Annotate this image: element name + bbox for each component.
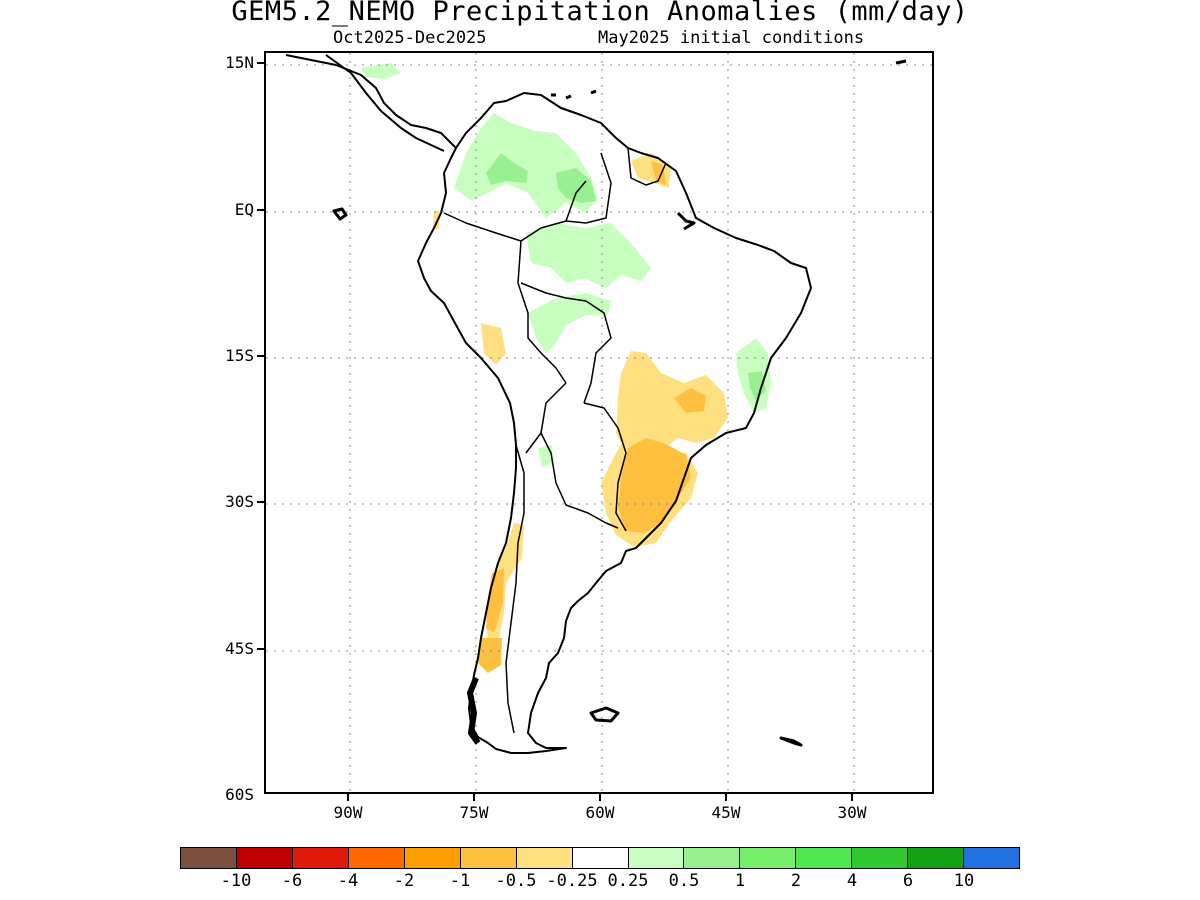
colorbar-label: 0.25 <box>607 871 649 891</box>
lon-label-30w: 30W <box>837 803 867 822</box>
map-frame <box>264 51 934 794</box>
colorbar-label: -0.5 <box>495 871 537 891</box>
bolivia-wet-anomaly <box>528 293 611 353</box>
colorbar-label: -6 <box>281 871 303 891</box>
lat-label-45s: 45S <box>225 639 254 658</box>
chile-coast-dry-core <box>486 568 504 633</box>
south-america-coast <box>417 92 812 754</box>
lon-label-90w: 90W <box>333 803 363 822</box>
eastern-brazil-coast-wet-core <box>748 371 766 401</box>
central-america-pacific-coast <box>325 54 445 152</box>
colorbar-swatch <box>404 848 461 868</box>
colorbar-label: 1 <box>734 871 746 891</box>
lat-label-60s: 60S <box>225 785 254 804</box>
peru-dry-anomaly <box>481 323 506 365</box>
colorbar-swatch <box>796 848 853 868</box>
guianas-dry-core <box>651 161 666 185</box>
colorbar-label: -0.25 <box>546 871 598 891</box>
caribbean-islands <box>551 59 907 100</box>
northern-colombia-wet-core <box>486 153 528 185</box>
colorbar-swatch <box>964 848 1020 868</box>
colorbar-swatch <box>684 848 741 868</box>
colorbar-swatch <box>348 848 405 868</box>
initial-conditions-subtitle: May2025 initial conditions <box>598 28 865 48</box>
colorbar-swatch <box>628 848 685 868</box>
colorbar-label: -4 <box>337 871 359 891</box>
colorbar-label: 10 <box>953 871 975 891</box>
amazon-wet-anomaly <box>526 223 651 288</box>
falklands-coast <box>589 706 620 723</box>
season-subtitle: Oct2025-Dec2025 <box>333 28 487 48</box>
colorbar-label: 4 <box>846 871 858 891</box>
colorbar-swatch <box>460 848 517 868</box>
central-america-wet-anomaly <box>361 63 401 79</box>
colorbar-swatch <box>516 848 573 868</box>
lat-label-15s: 15S <box>225 346 254 365</box>
lon-label-60w: 60W <box>585 803 615 822</box>
colorbar-swatch <box>292 848 349 868</box>
amazon-delta <box>676 211 696 231</box>
colorbar-label: -1 <box>449 871 471 891</box>
lat-label-15n: 15N <box>225 53 254 72</box>
colorbar-label: 0.5 <box>668 871 700 891</box>
colorbar-label: 2 <box>790 871 802 891</box>
map-title: GEM5.2_NEMO Precipitation Anomalies (mm/… <box>231 0 969 27</box>
south-georgia-island <box>779 736 803 747</box>
colorbar-label: 6 <box>902 871 914 891</box>
galapagos-islands <box>332 207 348 221</box>
coastlines <box>285 54 907 754</box>
chile-fjords <box>467 676 481 745</box>
venezuela-wet-core <box>556 168 596 203</box>
central-america-coast <box>285 54 457 149</box>
lon-label-45w: 45W <box>711 803 741 822</box>
colorbar-swatch <box>236 848 293 868</box>
colorbar-swatch <box>852 848 909 868</box>
colorbar-swatch <box>740 848 797 868</box>
anomaly-shading <box>361 63 771 673</box>
colorbar-swatch <box>181 848 237 868</box>
colorbar-swatch <box>572 848 629 868</box>
map-canvas <box>266 53 932 792</box>
country-borders <box>443 147 667 734</box>
minas-gerais-dry-core <box>674 388 706 413</box>
colorbar-swatch <box>908 848 965 868</box>
southern-brazil-uruguay-dry-core <box>618 438 691 533</box>
graticule <box>266 53 932 792</box>
patagonia-chile-dry-anomaly <box>478 638 502 673</box>
colorbar-label: -2 <box>393 871 415 891</box>
lat-label-30s: 30S <box>225 492 254 511</box>
lon-label-75w: 75W <box>459 803 489 822</box>
colorbar <box>180 847 1020 869</box>
lat-label-eq: EQ <box>234 200 254 219</box>
colorbar-label: -10 <box>220 871 252 891</box>
